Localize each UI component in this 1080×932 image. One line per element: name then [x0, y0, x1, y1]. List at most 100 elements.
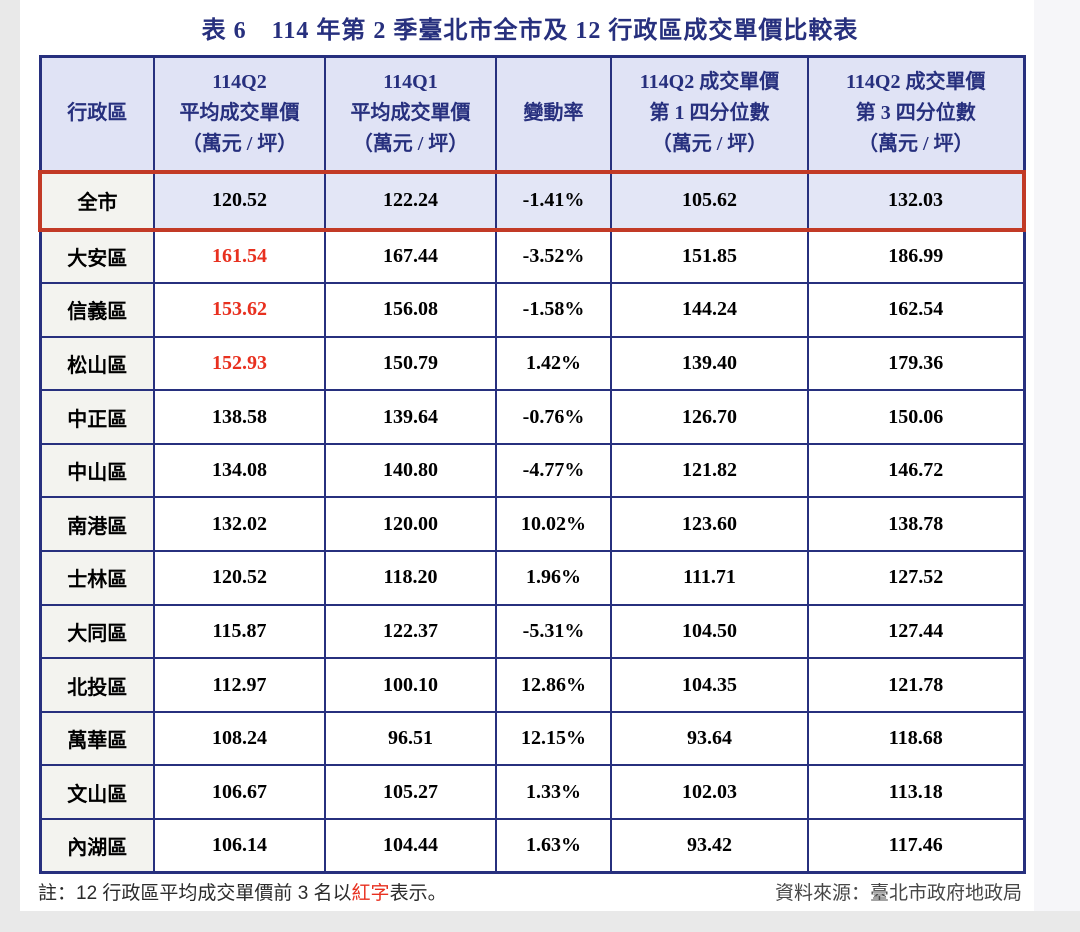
city-total-row: 全市 120.52 122.24 -1.41% 105.62 132.03	[38, 169, 1026, 232]
value-cell-q2_avg: 152.93	[153, 335, 326, 392]
value-cell-change: -1.41%	[495, 169, 612, 232]
district-name-cell: 松山區	[39, 335, 155, 392]
value-cell-q2_p25: 93.64	[610, 710, 809, 767]
district-row: 南港區 132.02 120.00 10.02% 123.60 138.78	[39, 496, 1025, 553]
column-header-line: 第 3 四分位數	[855, 102, 976, 125]
value-cell-q2_p75: 132.03	[807, 169, 1026, 232]
value-cell-q1_avg: 118.20	[324, 550, 497, 606]
column-header-line: （萬元 / 坪）	[352, 133, 469, 156]
value-cell-q2_p75: 179.36	[807, 335, 1025, 392]
district-row: 松山區 152.93 150.79 1.42% 139.40 179.36	[39, 335, 1025, 392]
value-cell-q2_avg: 120.52	[153, 550, 326, 606]
footnote-suffix: 表示。	[389, 883, 447, 904]
value-cell-change: -0.76%	[495, 389, 612, 445]
value-cell-change: 12.86%	[495, 657, 612, 713]
value-cell-q1_avg: 167.44	[324, 228, 497, 285]
district-row: 萬華區 108.24 96.51 12.15% 93.64 118.68	[39, 710, 1025, 767]
page-margin-bottom	[0, 911, 1080, 932]
value-cell-q2_p75: 118.68	[807, 710, 1025, 767]
value-cell-q2_avg: 153.62	[153, 282, 326, 338]
footnote-red-word: 紅字	[351, 883, 390, 904]
district-row: 士林區 120.52 118.20 1.96% 111.71 127.52	[39, 550, 1025, 606]
district-row: 文山區 106.67 105.27 1.33% 102.03 113.18	[39, 764, 1025, 821]
value-cell-q2_p75: 138.78	[807, 496, 1025, 553]
district-name-cell: 信義區	[39, 282, 155, 338]
value-cell-q2_avg: 138.58	[153, 389, 326, 445]
column-header-change: 變動率	[495, 55, 612, 173]
column-header-line: （萬元 / 坪）	[181, 133, 298, 156]
value-cell-change: -5.31%	[495, 603, 612, 660]
value-cell-q2_p25: 123.60	[610, 496, 809, 553]
value-cell-change: 1.96%	[495, 550, 612, 606]
value-cell-q2_p25: 102.03	[610, 764, 809, 821]
value-cell-q2_avg: 134.08	[153, 442, 326, 499]
column-header-q2_p25: 114Q2 成交單價第 1 四分位數 （萬元 / 坪）	[610, 55, 809, 173]
value-cell-q2_p25: 105.62	[610, 169, 809, 232]
value-cell-q2_avg: 132.02	[153, 496, 326, 553]
value-cell-q2_avg: 161.54	[153, 228, 326, 285]
value-cell-change: -1.58%	[495, 282, 612, 338]
table-header: 行政區 114Q2 平均成交單價 （萬元 / 坪） 114Q1 平均成交單價 （萬元 / 坪…	[39, 55, 1025, 173]
column-header-line: （萬元 / 坪）	[857, 133, 974, 156]
value-cell-q2_p25: 126.70	[610, 389, 809, 445]
district-name-cell: 大同區	[39, 603, 155, 660]
district-row: 信義區 153.62 156.08 -1.58% 144.24 162.54	[39, 282, 1025, 338]
district-name-cell: 北投區	[39, 657, 155, 713]
value-cell-q2_p25: 111.71	[610, 550, 809, 606]
header-row: 行政區 114Q2 平均成交單價 （萬元 / 坪） 114Q1 平均成交單價 （萬元 / 坪…	[39, 55, 1025, 173]
column-header-line: 第 1 四分位數	[649, 102, 770, 125]
value-cell-q2_avg: 106.67	[153, 764, 326, 821]
page-margin-left	[0, 0, 20, 932]
district-row: 大同區 115.87 122.37 -5.31% 104.50 127.44	[39, 603, 1025, 660]
column-header-line: 114Q1	[383, 71, 438, 94]
value-cell-q2_p75: 127.44	[807, 603, 1025, 660]
value-cell-q2_avg: 115.87	[153, 603, 326, 660]
district-name-cell: 文山區	[39, 764, 155, 821]
value-cell-q2_p25: 121.82	[610, 442, 809, 499]
district-name-cell: 中山區	[39, 442, 155, 499]
value-cell-q1_avg: 120.00	[324, 496, 497, 553]
value-cell-q2_p75: 113.18	[807, 764, 1025, 821]
column-header-q2_p75: 114Q2 成交單價第 3 四分位數 （萬元 / 坪）	[807, 55, 1025, 173]
district-row: 大安區 161.54 167.44 -3.52% 151.85 186.99	[39, 228, 1025, 285]
district-row: 中山區 134.08 140.80 -4.77% 121.82 146.72	[39, 442, 1025, 499]
value-cell-change: 1.33%	[495, 764, 612, 821]
column-header-line: 平均成交單價	[350, 102, 471, 125]
value-cell-q1_avg: 105.27	[324, 764, 497, 821]
value-cell-q2_p75: 146.72	[807, 442, 1025, 499]
district-row: 中正區 138.58 139.64 -0.76% 126.70 150.06	[39, 389, 1025, 445]
column-header-line: 114Q2 成交單價	[846, 71, 986, 94]
column-header-district: 行政區	[39, 55, 155, 173]
value-cell-q2_p25: 151.85	[610, 228, 809, 285]
value-cell-q1_avg: 96.51	[324, 710, 497, 767]
value-cell-q2_p75: 121.78	[807, 657, 1025, 713]
district-name-cell: 南港區	[39, 496, 155, 553]
value-cell-change: -3.52%	[495, 228, 612, 285]
value-cell-q2_p25: 104.35	[610, 657, 809, 713]
data-source-label: 資料來源：臺北市政府地政局	[774, 883, 1022, 904]
value-cell-change: -4.77%	[495, 442, 612, 499]
value-cell-q1_avg: 122.24	[324, 169, 497, 232]
value-cell-change: 12.15%	[495, 710, 612, 767]
value-cell-q1_avg: 139.64	[324, 389, 497, 445]
column-header-line: 行政區	[67, 102, 128, 125]
page-title: 表 6 114 年第 2 季臺北市全市及 12 行政區成交單價比較表	[201, 18, 859, 44]
table-footer: 註：12 行政區平均成交單價前 3 名以紅字表示。 資料來源：臺北市政府地政局	[38, 878, 1022, 905]
value-cell-q1_avg: 150.79	[324, 335, 497, 392]
value-cell-q2_avg: 112.97	[153, 657, 326, 713]
value-cell-q2_avg: 108.24	[153, 710, 326, 767]
column-header-line: （萬元 / 坪）	[651, 133, 768, 156]
value-cell-q1_avg: 156.08	[324, 282, 497, 338]
value-cell-q2_p25: 93.42	[610, 818, 809, 874]
district-name-cell: 中正區	[39, 389, 155, 445]
column-header-line: 變動率	[523, 102, 584, 125]
footnote: 註：12 行政區平均成交單價前 3 名以紅字表示。	[38, 878, 447, 905]
district-name-cell: 士林區	[39, 550, 155, 606]
footnote-text: 註：12 行政區平均成交單價前 3 名以	[38, 883, 352, 904]
table-body: 全市 120.52 122.24 -1.41% 105.62 132.03 大安區 161.5…	[38, 169, 1026, 874]
price-table: 行政區 114Q2 平均成交單價 （萬元 / 坪） 114Q1 平均成交單價 （萬元 / 坪…	[38, 55, 1026, 875]
district-name-cell: 全市	[38, 169, 155, 232]
value-cell-change: 1.42%	[495, 335, 612, 392]
column-header-q1_avg: 114Q1 平均成交單價 （萬元 / 坪）	[324, 55, 497, 173]
